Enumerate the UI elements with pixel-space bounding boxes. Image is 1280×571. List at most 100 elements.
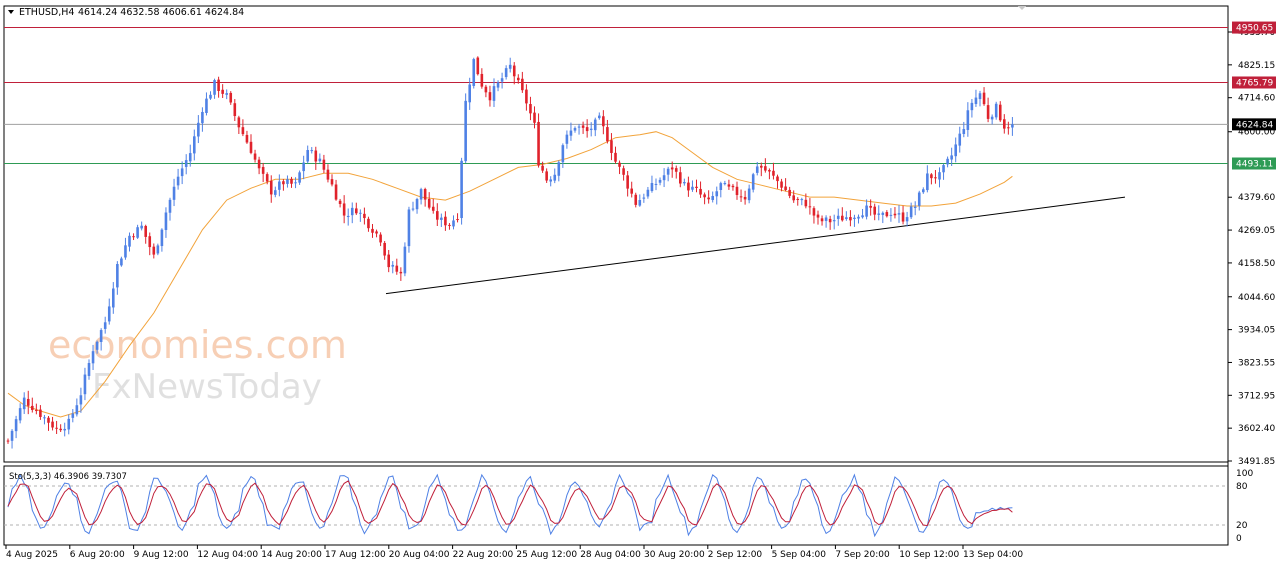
candle-body [881,212,885,215]
moving-average-line [7,131,1013,418]
candle-body [723,182,727,185]
candle-body [488,92,492,101]
support-trendline[interactable] [385,196,1126,295]
candle-body [804,199,808,207]
candle-body [808,206,812,208]
candle-body [743,196,747,200]
candle-body [43,417,46,419]
candle-body [342,203,346,216]
candle-body [290,178,293,184]
candle-body [103,322,107,329]
candle-body [415,199,419,210]
candle-body [399,271,403,274]
candle-body [164,212,168,230]
candle-body [1003,119,1006,129]
candle-body [942,165,945,173]
candle-body [792,195,795,201]
current-level-tag [1232,118,1276,131]
candle-body [565,134,569,144]
candle-body [865,205,868,217]
candle-body [533,112,536,123]
candle-body [816,214,820,218]
candle-body [658,179,662,183]
candle-body [480,73,484,87]
candle-body [387,254,390,268]
candle-body [638,200,642,206]
candle-body [986,105,990,119]
candle-body [683,181,686,184]
support-level-tag [1232,157,1276,170]
candle-body [930,174,933,179]
candle-body [71,413,75,418]
candle-body [970,102,974,111]
candle-body [877,213,881,215]
candle-body [820,218,824,222]
candle-body [1011,124,1014,128]
candle-body [468,84,471,103]
candle-body [286,179,289,184]
candle-body [83,374,87,395]
candle-body [371,228,374,233]
candle-body [687,182,690,191]
x-tick-label: 30 Aug 20:00 [644,550,705,560]
y-tick-label: 4379.60 [1238,193,1275,203]
candle-body [209,94,212,99]
x-tick-label: 10 Sep 12:00 [899,550,959,560]
candle-body [448,224,451,226]
candle-body [26,398,30,406]
y-tick-label: 4044.60 [1238,293,1275,303]
candle-body [460,160,463,219]
candle-body [541,165,544,171]
candle-body [796,198,800,200]
candle-body [885,212,889,217]
candle-body [893,213,897,216]
stochastic-main-line [7,473,1013,538]
candle-body [431,206,435,211]
candle-body [39,409,42,417]
candle-body [504,68,508,78]
scroll-marker-icon[interactable] [1018,6,1026,10]
candle-body [334,184,338,200]
candle-body [213,80,216,95]
stochastic-y-label: 80 [1236,482,1248,492]
candle-body [91,351,95,364]
candle-body [727,184,731,187]
candle-body [666,168,670,175]
collapse-triangle-icon[interactable] [8,10,14,14]
candle-body [800,199,804,201]
candle-body [355,208,358,214]
candle-body [703,194,706,198]
candle-body [140,225,143,229]
candle-body [6,440,10,442]
stochastic-y-label: 20 [1236,521,1248,531]
candle-body [994,103,998,118]
candle-body [35,409,38,412]
candle-body [201,111,204,124]
candle-body [99,330,103,342]
candle-body [508,64,512,69]
candle-body [622,168,625,175]
candle-body [561,145,565,163]
resistance-level-tag [1232,76,1276,89]
candle-body [626,175,629,189]
candle-body [55,427,58,429]
x-tick-label: 5 Sep 04:00 [772,550,827,560]
candle-body [545,171,548,181]
candle-body [938,172,941,180]
candle-body [188,153,192,162]
candle-body [282,181,285,185]
stochastic-y-label: 100 [1236,469,1253,479]
candle-body [905,217,909,222]
candle-body [755,166,759,173]
candle-body [79,395,83,405]
candle-body [148,236,152,248]
candle-body [261,166,265,174]
candle-body [144,225,147,237]
candle-body [314,150,318,162]
candle-body [391,264,395,267]
candle-body [950,155,953,160]
candle-body [650,182,654,192]
stochastic-label: Sto(5,3,3) 46.3906 39.7307 [9,472,127,482]
